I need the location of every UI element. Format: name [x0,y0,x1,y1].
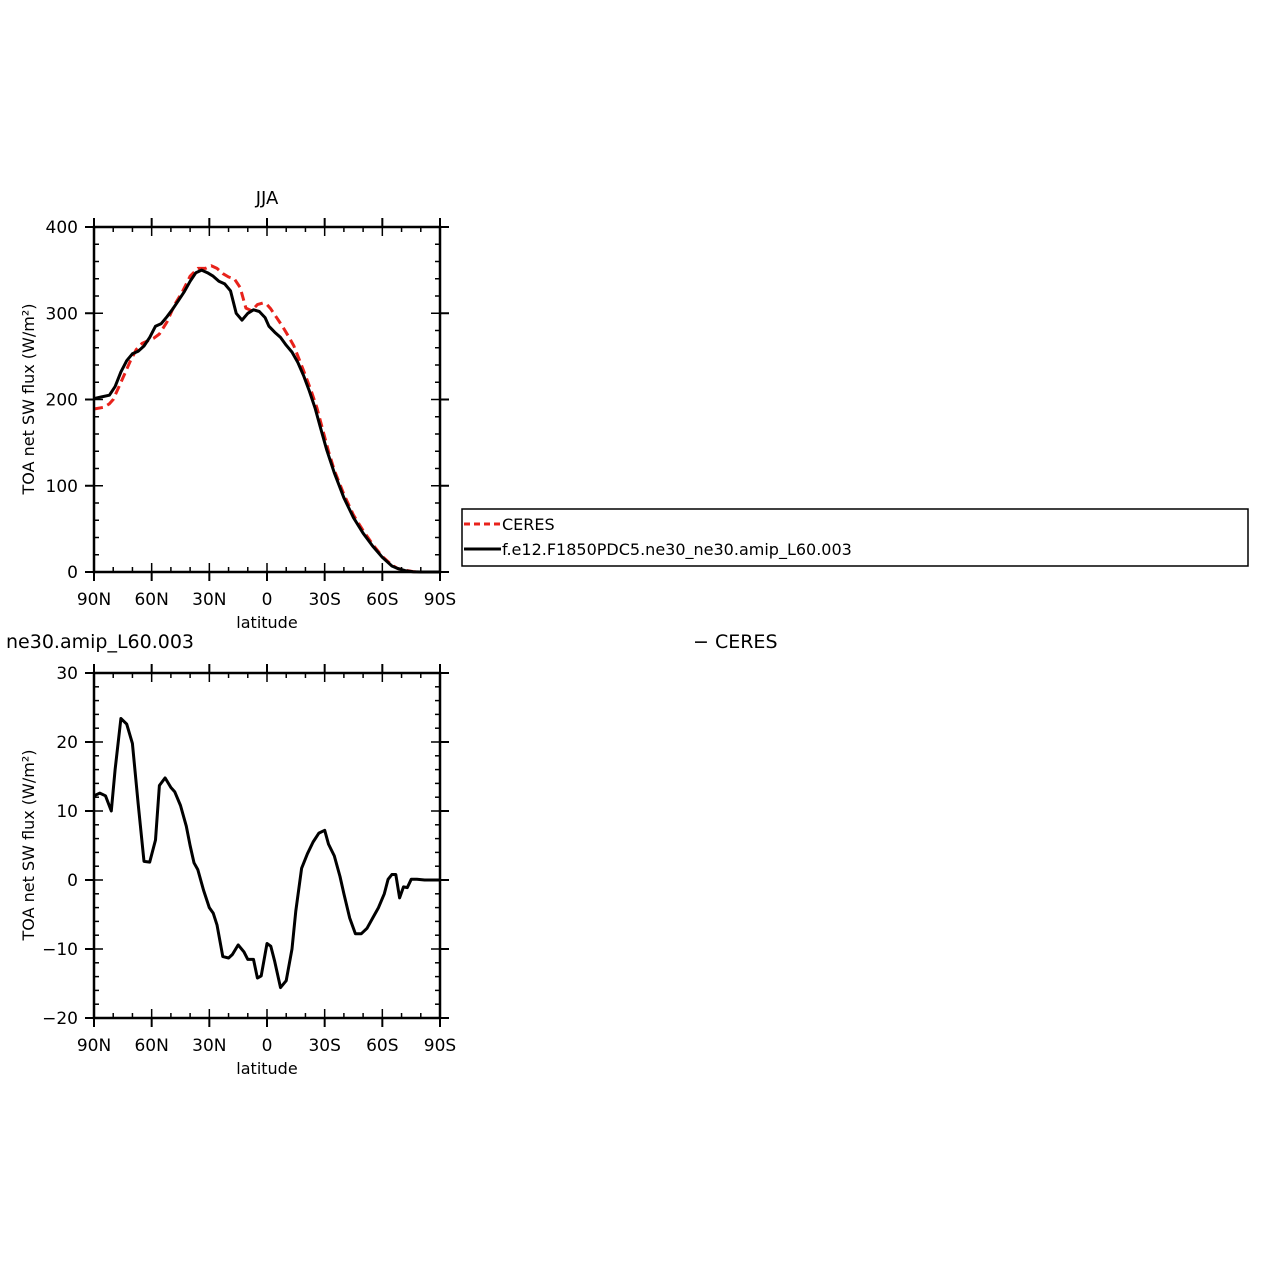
legend-label-ceres: CERES [502,515,555,534]
bottom-ytick-label: 0 [67,871,78,891]
bottom-frame [92,671,442,1020]
top-xtick-label: 60S [366,590,398,610]
bottom-ytick-label: −20 [42,1009,78,1029]
top-xtick-label: 30S [308,590,340,610]
top-series-0-line [93,264,440,574]
top-ytick-label: 0 [67,563,78,583]
bottom-ytick-label: 10 [56,802,78,822]
panel-top-title: JJA [255,188,279,209]
bottom-xtick-label: 30S [308,1036,340,1056]
panel-bottom-plot-area: −20 −10 0 10 20 30 90N 60N 30N 0 30S 60S 90S [42,664,456,1056]
panel-bottom-ylabel: TOA net SW flux (W/m²) [19,750,38,942]
top-xtick-label: 60N [134,590,168,610]
top-frame [92,225,442,574]
top-series-1-line [93,268,440,574]
legend-box [461,508,1249,567]
bottom-series-0-line [93,717,440,990]
top-ytick-label: 400 [46,218,78,238]
legend-label-model: f.e12.F1850PDC5.ne30_ne30.amip_L60.003 [502,540,852,560]
top-ytick-label: 200 [46,391,78,411]
top-xtick-label: 0 [262,590,273,610]
bottom-ytick-label: 20 [56,733,78,753]
top-ytick-label: 100 [46,477,78,497]
bottom-xtick-label: 90S [424,1036,456,1056]
panel-top-xlabel: latitude [236,613,297,632]
bottom-xtick-label: 0 [262,1036,273,1056]
bottom-ytick-label: 30 [56,664,78,684]
panel-bottom-title: ne30.amip_L60.003 [6,631,194,653]
top-xtick-label: 30N [192,590,226,610]
top-xtick-label: 90S [424,590,456,610]
bottom-ytick-label: −10 [42,940,78,960]
bottom-xtick-label: 60S [366,1036,398,1056]
bottom-xtick-label: 90N [77,1036,111,1056]
legend: CERES f.e12.F1850PDC5.ne30_ne30.amip_L60… [461,508,1249,567]
bottom-xtick-label: 30N [192,1036,226,1056]
panel-bottom-title-right: − CERES [693,631,778,653]
bottom-xtick-label: 60N [134,1036,168,1056]
panel-top-plot-area: 0 100 200 300 400 90N 60N 30N 0 30S 60S 90S [46,218,456,610]
panel-bottom-xlabel: latitude [236,1059,297,1078]
panel-bottom-difference: ne30.amip_L60.003 − CERES −20 −10 0 10 20 30 9… [6,631,778,1078]
panel-top-ylabel: TOA net SW flux (W/m²) [19,304,38,496]
panel-top-jja: JJA 0 100 200 300 400 90N 60N 30N 0 30S 60S 90S lat… [19,188,456,632]
top-ytick-label: 300 [46,304,78,324]
top-xtick-label: 90N [77,590,111,610]
